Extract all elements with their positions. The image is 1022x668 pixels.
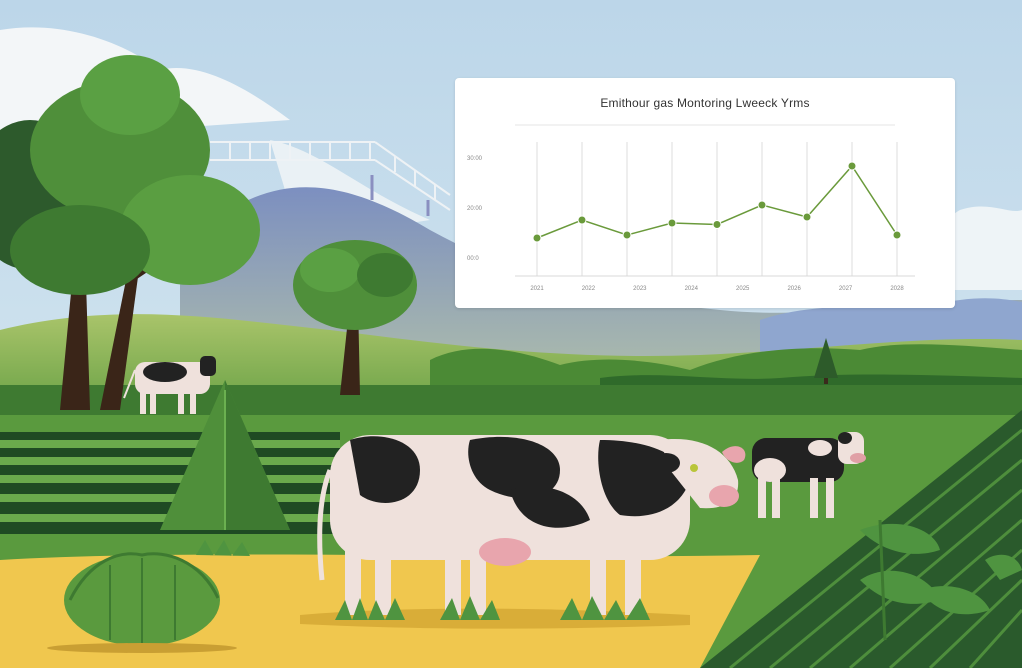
cloud	[936, 206, 1022, 290]
x-tick-label: 2025	[736, 286, 750, 292]
y-tick-label: 20:00	[467, 206, 483, 212]
tree-icon	[0, 55, 260, 410]
pine-trunk	[824, 378, 828, 384]
cow-icon	[123, 356, 216, 414]
x-tick-labels: 2021 2022 2023 2024 2025 2026 2027 2028	[530, 286, 904, 292]
tree-icon	[293, 240, 417, 395]
data-point	[847, 161, 857, 171]
data-point	[532, 233, 542, 243]
grass-tufts	[196, 540, 650, 620]
cow-icon	[752, 432, 866, 518]
x-tick-label: 2024	[685, 286, 699, 292]
data-point	[667, 218, 677, 228]
conifer-tree-icon	[160, 380, 290, 530]
bridge-icon	[210, 141, 451, 211]
x-tick-label: 2022	[582, 286, 596, 292]
plant-stem	[878, 519, 887, 641]
data-point	[577, 215, 587, 225]
data-point	[802, 212, 812, 222]
y-tick-labels: 30:00 20:00 00:0	[467, 156, 483, 262]
y-tick-label: 30:00	[467, 156, 483, 162]
emissions-chart-card: Emithour gas Montoring Lweeck Yrms 30:00…	[455, 78, 955, 308]
chart-series	[532, 161, 902, 243]
data-point	[757, 200, 767, 210]
x-tick-label: 2021	[530, 286, 544, 292]
chart-gridlines	[536, 142, 898, 276]
x-tick-label: 2026	[787, 286, 801, 292]
y-tick-label: 00:0	[467, 256, 479, 262]
cow-icon	[317, 435, 746, 615]
pine-tree-icon	[814, 338, 838, 378]
data-point	[892, 230, 902, 240]
x-tick-label: 2027	[839, 286, 853, 292]
data-point	[622, 230, 632, 240]
x-tick-label: 2023	[633, 286, 647, 292]
chart-title: Emithour gas Montoring Lweeck Yrms	[600, 96, 810, 110]
x-tick-label: 2028	[890, 286, 904, 292]
bush-icon	[47, 552, 237, 653]
meadow-band	[0, 385, 1022, 415]
data-point	[712, 220, 722, 229]
